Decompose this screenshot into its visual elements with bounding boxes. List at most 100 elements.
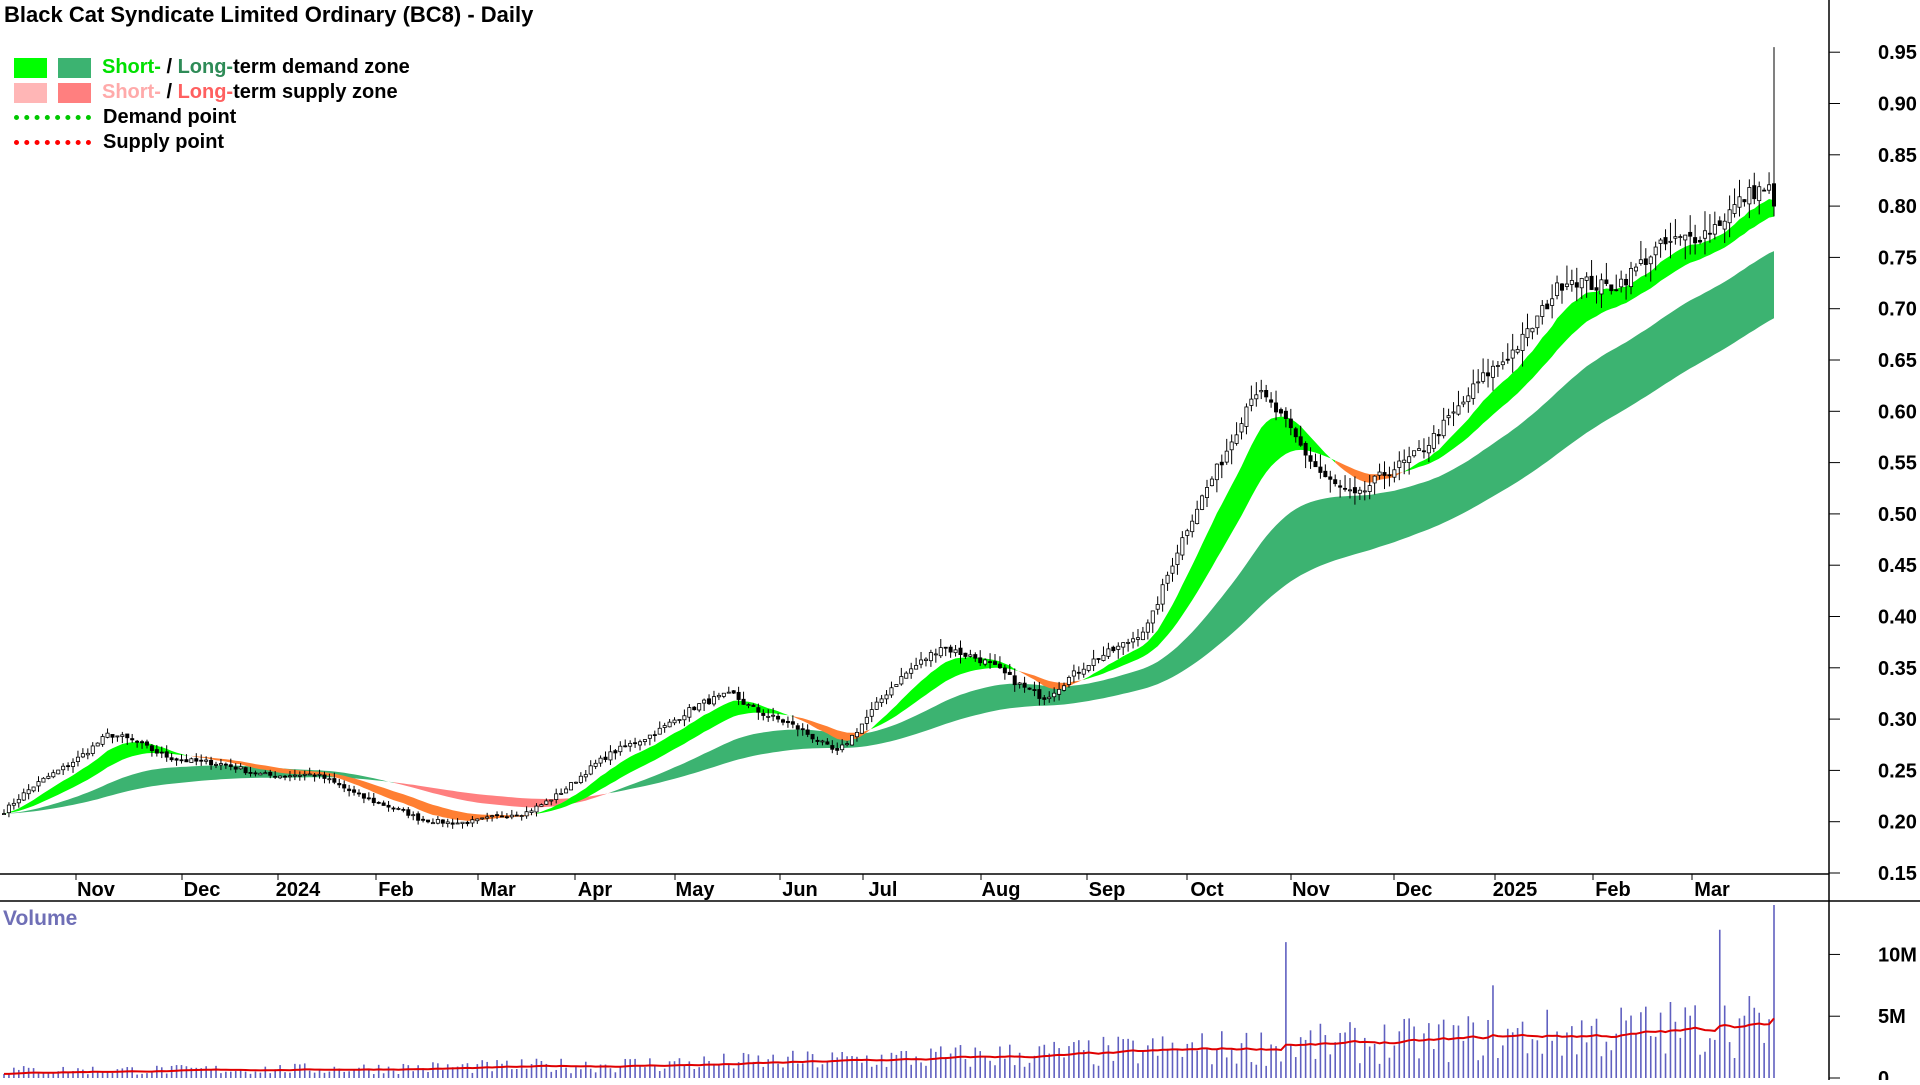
candle-body <box>1180 537 1185 556</box>
candle-body <box>228 764 233 767</box>
candle-body <box>90 745 95 754</box>
candle-body <box>253 772 258 775</box>
candle-body <box>1614 289 1619 292</box>
candle-body <box>835 748 840 751</box>
candle-body <box>421 818 426 821</box>
candle-body <box>1688 231 1693 237</box>
candle-body <box>144 741 149 746</box>
candle-body <box>978 657 983 664</box>
candle-body <box>963 652 968 657</box>
candle-body <box>1140 631 1145 641</box>
candle-body <box>1668 240 1673 243</box>
candle-body <box>1530 327 1535 333</box>
candle-body <box>426 819 431 823</box>
supply-point-swatch <box>14 140 91 145</box>
candle-body <box>1402 459 1407 463</box>
candle-body <box>332 778 337 783</box>
candle-body <box>391 807 396 810</box>
candle-body <box>997 663 1002 669</box>
candle-body <box>1131 638 1136 643</box>
legend-rest-text: term demand zone <box>233 56 410 78</box>
candle-body <box>1717 220 1722 226</box>
x-tick-label: Aug <box>982 879 1021 901</box>
candle-body <box>312 774 317 777</box>
candle-body <box>662 725 667 728</box>
x-tick-label: Jun <box>782 879 818 901</box>
candle-body <box>1042 697 1047 700</box>
candle-body <box>1417 448 1422 451</box>
candle-body <box>1229 441 1234 451</box>
candle-body <box>51 772 56 778</box>
candle-body <box>1584 276 1589 281</box>
candle-body <box>1017 682 1022 685</box>
candle-body <box>687 707 692 718</box>
candle-body <box>1219 461 1224 466</box>
legend-long-text: Long- <box>177 56 234 78</box>
candle-body <box>948 646 953 653</box>
candle-body <box>342 784 347 789</box>
candle-body <box>697 703 702 711</box>
candle-body <box>154 749 159 754</box>
candle-body <box>1111 646 1116 652</box>
candle-body <box>692 706 697 711</box>
y-tick-label: 0.55 <box>1878 453 1917 475</box>
candle-body <box>1066 676 1071 685</box>
candle-body <box>273 775 278 778</box>
y-tick-label: 0.70 <box>1878 299 1917 321</box>
candle-body <box>475 818 480 822</box>
candle-body <box>721 692 726 697</box>
candle-body <box>534 805 539 813</box>
candle-body <box>1347 489 1352 492</box>
candle-body <box>75 756 80 763</box>
candle-body <box>263 772 268 775</box>
candle-body <box>869 709 874 717</box>
short-term-supply-zone <box>792 716 872 741</box>
candle-body <box>169 757 174 761</box>
candle-body <box>1185 530 1190 536</box>
candle-body <box>1352 487 1357 494</box>
candle-body <box>1599 279 1604 295</box>
candle-body <box>1466 395 1471 403</box>
candle-body <box>416 813 421 821</box>
y-tick-label: 0.50 <box>1878 504 1917 526</box>
candle-body <box>894 684 899 687</box>
candle-body <box>159 751 164 754</box>
candle-body <box>1505 358 1510 361</box>
candle-body <box>1500 361 1505 366</box>
candle-body <box>66 765 71 768</box>
x-tick-label: Feb <box>378 879 414 901</box>
candle-body <box>1658 239 1663 244</box>
legend-supply-zone: Short- / Long- term supply zone <box>14 80 410 105</box>
demand-point-swatch <box>14 115 91 120</box>
candle-body <box>509 814 514 818</box>
candle-body <box>1436 434 1441 437</box>
candle-body <box>258 772 263 776</box>
candle-body <box>71 761 76 767</box>
candle-body <box>1259 390 1264 393</box>
candle-body <box>16 798 21 804</box>
candle-body <box>1333 479 1338 485</box>
candle-body <box>56 769 61 775</box>
legend-demand-zone: Short- / Long- term demand zone <box>14 55 410 80</box>
candle-body <box>283 775 288 778</box>
candle-body <box>1249 398 1254 406</box>
candle-body <box>1441 419 1446 437</box>
candle-body <box>914 665 919 670</box>
candle-body <box>761 712 766 716</box>
candle-body <box>633 742 638 745</box>
candle-body <box>199 759 204 762</box>
legend-long-supply-text: Long- <box>177 81 234 103</box>
candle-body <box>214 763 219 766</box>
candle-body <box>568 782 573 791</box>
candle-body <box>1293 428 1298 438</box>
candle-body <box>1722 220 1727 230</box>
y-tick-label: 0.85 <box>1878 145 1917 167</box>
y-tick-label: 0.30 <box>1878 709 1917 731</box>
volume-y-tick-label: 10M <box>1878 944 1917 966</box>
candle-body <box>322 774 327 779</box>
candle-body <box>1446 415 1451 419</box>
y-tick-label: 0.60 <box>1878 401 1917 423</box>
candle-body <box>381 802 386 806</box>
candle-body <box>1707 232 1712 235</box>
y-tick-label: 0.35 <box>1878 658 1917 680</box>
